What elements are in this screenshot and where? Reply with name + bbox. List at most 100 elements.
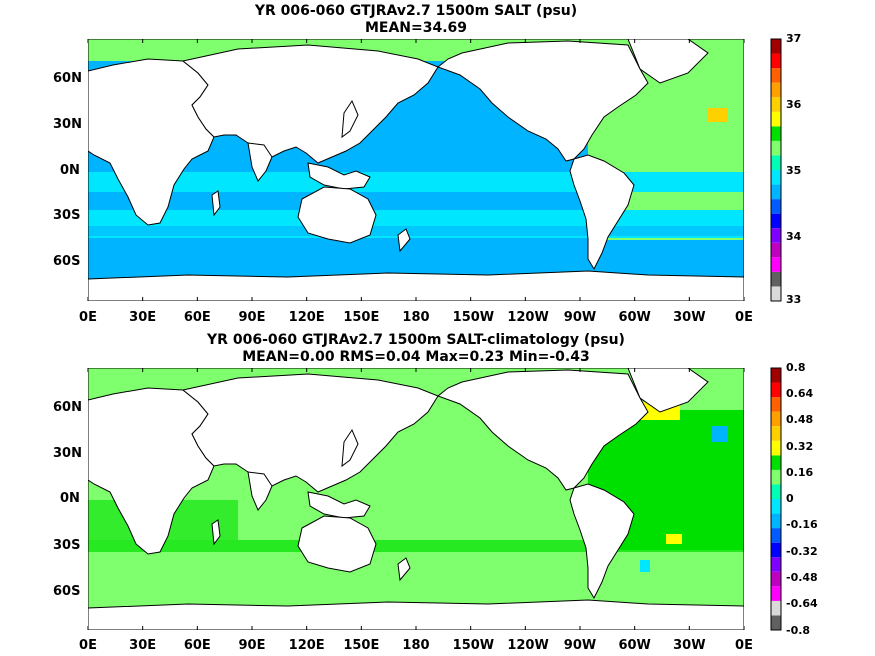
colorbar-swatch bbox=[771, 286, 781, 301]
axis-ticks bbox=[87, 39, 745, 630]
colorbar-swatch bbox=[771, 82, 781, 98]
colorbar-swatch bbox=[771, 542, 781, 558]
panel2-fresh-anomaly bbox=[640, 560, 650, 572]
colorbar-swatch bbox=[771, 39, 781, 54]
panel2-title-line2: MEAN=0.00 RMS=0.04 Max=0.23 Min=-0.43 bbox=[242, 349, 590, 365]
lon-label: 90E bbox=[238, 310, 266, 325]
panel1-lat-label: 0N bbox=[60, 163, 80, 178]
colorbar-label: 0.16 bbox=[786, 466, 814, 479]
colorbar-swatch bbox=[771, 600, 781, 616]
lon-label: 120E bbox=[288, 310, 325, 325]
colorbar-swatch bbox=[771, 426, 781, 441]
colorbar-swatch bbox=[771, 111, 781, 127]
lon-label: 0E bbox=[79, 310, 97, 325]
colorbar-swatch bbox=[771, 615, 781, 630]
colorbar-swatch bbox=[771, 53, 781, 69]
colorbar-swatch bbox=[771, 528, 781, 543]
lon-label: 0E bbox=[735, 638, 753, 653]
panel1-southern-band-a bbox=[88, 172, 744, 192]
panel2-southern-band bbox=[88, 540, 744, 552]
panel2-colorbar bbox=[770, 367, 782, 631]
panel2-title-line1: YR 006-060 GTJRAv2.7 1500m SALT-climatol… bbox=[207, 332, 625, 348]
lon-label: 60W bbox=[618, 638, 651, 653]
panel2-title: YR 006-060 GTJRAv2.7 1500m SALT-climatol… bbox=[88, 332, 744, 366]
colorbar-swatch bbox=[771, 557, 781, 572]
lon-label: 120W bbox=[507, 638, 549, 653]
panel1-title-line2: MEAN=34.69 bbox=[364, 20, 468, 36]
colorbar-swatch bbox=[771, 440, 781, 456]
lon-label: 180 bbox=[402, 638, 430, 653]
lon-label: 0E bbox=[79, 638, 97, 653]
panel1-title: YR 006-060 GTJRAv2.7 1500m SALT (psu) ME… bbox=[88, 3, 744, 37]
colorbar-swatch bbox=[771, 242, 781, 258]
panel1-map bbox=[88, 39, 744, 301]
panel2-warm-anomaly bbox=[666, 534, 682, 544]
panel1-lat-label: 60N bbox=[53, 71, 82, 86]
colorbar-swatch bbox=[771, 228, 781, 243]
panel2-lat-label: 30N bbox=[53, 446, 82, 461]
lon-label: 150W bbox=[452, 310, 495, 325]
colorbar-swatch bbox=[771, 126, 781, 141]
panel1-lat-label: 60S bbox=[53, 254, 81, 269]
panel1-colorbar bbox=[770, 38, 782, 302]
colorbar-label: -0.48 bbox=[786, 571, 818, 584]
lon-label: 30E bbox=[129, 310, 157, 325]
lon-label: 90W bbox=[563, 310, 597, 325]
colorbar-swatch bbox=[771, 140, 781, 156]
colorbar-swatch bbox=[771, 513, 781, 529]
lon-label: 120W bbox=[507, 310, 549, 325]
colorbar-label: -0.64 bbox=[786, 597, 818, 610]
panel1-lat-label: 30N bbox=[53, 117, 82, 132]
panel1-southern-band-c bbox=[88, 226, 744, 236]
colorbar-label: 35 bbox=[786, 164, 802, 177]
lon-label: 150W bbox=[452, 638, 495, 653]
colorbar-swatch bbox=[771, 199, 781, 214]
lon-label: 90E bbox=[238, 638, 266, 653]
lon-label: 150E bbox=[343, 310, 380, 325]
colorbar-label: 0.48 bbox=[786, 413, 814, 426]
colorbar-label: 0.8 bbox=[786, 361, 806, 374]
lon-label: 180 bbox=[402, 310, 430, 325]
lon-label: 0E bbox=[735, 310, 753, 325]
panel2-map bbox=[88, 368, 744, 630]
lon-label: 60E bbox=[183, 638, 211, 653]
lon-label: 60W bbox=[618, 310, 651, 325]
lon-label: 30E bbox=[129, 638, 157, 653]
colorbar-label: -0.8 bbox=[786, 624, 811, 637]
panel1-salty-patch bbox=[708, 108, 728, 122]
colorbar-swatch bbox=[771, 397, 781, 412]
colorbar-swatch bbox=[771, 368, 781, 383]
colorbar-swatch bbox=[771, 586, 781, 601]
colorbar-swatch bbox=[771, 271, 781, 287]
lon-label: 90W bbox=[563, 638, 597, 653]
colorbar-label: 0.64 bbox=[786, 387, 814, 400]
colorbar-label: 0 bbox=[786, 492, 794, 505]
panel2-lat-label: 60N bbox=[53, 400, 82, 415]
colorbar-swatch bbox=[771, 382, 781, 398]
lon-label: 150E bbox=[343, 638, 380, 653]
colorbar-swatch bbox=[771, 571, 781, 587]
colorbar-swatch bbox=[771, 170, 781, 185]
colorbar-label: -0.32 bbox=[786, 545, 818, 558]
colorbar-swatch bbox=[771, 68, 781, 83]
colorbar-label: -0.16 bbox=[786, 518, 818, 531]
lon-label: 60E bbox=[183, 310, 211, 325]
colorbar-swatch bbox=[771, 213, 781, 229]
panel2-lat-label: 60S bbox=[53, 584, 81, 599]
colorbar-swatch bbox=[771, 155, 781, 170]
colorbar-swatch bbox=[771, 257, 781, 272]
colorbar-label: 0.32 bbox=[786, 440, 814, 453]
colorbar-label: 34 bbox=[786, 230, 802, 243]
colorbar-label: 33 bbox=[786, 293, 802, 306]
panel2-lat-label: 0N bbox=[60, 491, 80, 506]
colorbar-swatch bbox=[771, 97, 781, 112]
panel2-lat-label: 30S bbox=[53, 538, 81, 553]
panel2-cold-anomaly bbox=[712, 426, 728, 442]
colorbar-swatch bbox=[771, 484, 781, 499]
colorbar-swatch bbox=[771, 184, 781, 200]
lon-label: 30W bbox=[673, 310, 706, 325]
panel1-title-line1: YR 006-060 GTJRAv2.7 1500m SALT (psu) bbox=[254, 3, 578, 19]
colorbar-label: 37 bbox=[786, 32, 802, 45]
colorbar-swatch bbox=[771, 499, 781, 514]
